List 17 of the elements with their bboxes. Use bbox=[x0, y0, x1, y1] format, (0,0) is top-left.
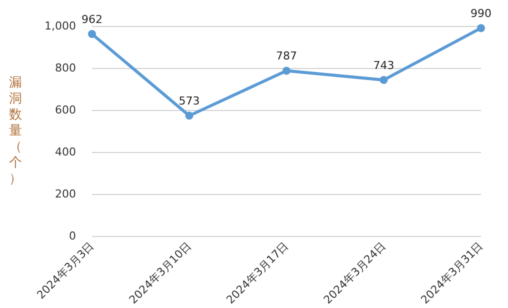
y-tick-label: 1,000 bbox=[44, 20, 76, 32]
point bbox=[477, 24, 485, 32]
data-label: 962 bbox=[82, 12, 102, 26]
y-tick-label: 600 bbox=[55, 104, 76, 117]
point bbox=[185, 112, 194, 120]
y-tick-label: 800 bbox=[55, 62, 76, 75]
data-label: 990 bbox=[470, 7, 492, 20]
point bbox=[88, 30, 96, 38]
y-tick-label: 400 bbox=[55, 146, 76, 159]
data-label: 743 bbox=[373, 58, 394, 72]
data-label: 573 bbox=[178, 94, 200, 108]
data-label: 787 bbox=[276, 50, 297, 63]
point bbox=[380, 76, 388, 84]
y-tick-label: 200 bbox=[55, 188, 76, 201]
y-axis-title: 漏洞数量（个） bbox=[9, 76, 22, 187]
point bbox=[282, 66, 290, 75]
y-tick-label: 0 bbox=[69, 230, 76, 243]
